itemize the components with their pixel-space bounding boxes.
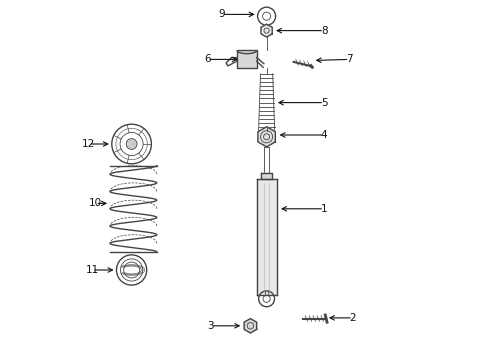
Text: 8: 8 — [321, 26, 327, 36]
Text: 2: 2 — [350, 313, 356, 323]
Text: 7: 7 — [346, 54, 353, 64]
Text: 4: 4 — [321, 130, 327, 140]
Text: 6: 6 — [204, 54, 211, 64]
Text: 5: 5 — [321, 98, 327, 108]
Text: 9: 9 — [218, 9, 225, 19]
Text: 1: 1 — [321, 204, 327, 214]
Polygon shape — [257, 179, 276, 295]
Text: 3: 3 — [207, 321, 214, 331]
Polygon shape — [261, 173, 272, 179]
Polygon shape — [261, 24, 272, 37]
Bar — [237, 50, 257, 68]
Text: 12: 12 — [82, 139, 95, 149]
Text: 10: 10 — [89, 198, 102, 208]
Polygon shape — [244, 319, 257, 333]
Circle shape — [126, 139, 137, 149]
Polygon shape — [258, 127, 275, 147]
Text: 11: 11 — [85, 265, 98, 275]
